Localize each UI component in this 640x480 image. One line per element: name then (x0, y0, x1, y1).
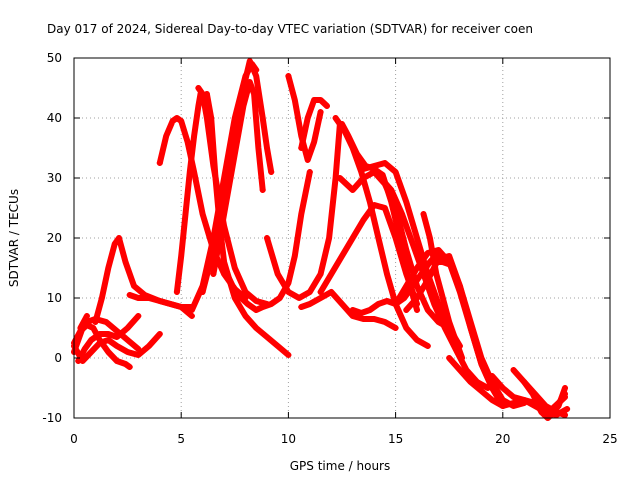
marker-arc-27 (420, 211, 427, 217)
marker-arc-29 (403, 307, 410, 313)
marker-arc-33 (561, 412, 568, 418)
marker-arc-22 (414, 307, 421, 313)
marker-arc-14 (210, 271, 217, 277)
marker-arc-16 (285, 73, 292, 79)
marker-arc-17 (323, 103, 330, 109)
series-arc-27 (420, 211, 466, 361)
marker-arc-27 (459, 355, 466, 361)
series-layer (71, 58, 571, 421)
series-arc-17 (298, 97, 330, 151)
marker-arc-14 (259, 187, 266, 193)
series-arc-22 (339, 121, 420, 313)
marker-arc-30 (431, 259, 438, 265)
x-tick-label: 0 (70, 432, 78, 446)
series-arc-24 (360, 160, 463, 349)
marker-arc-16 (317, 109, 324, 115)
x-axis-label: GPS time / hours (290, 459, 391, 473)
x-tick-label: 20 (495, 432, 510, 446)
series-arc-5 (77, 313, 90, 331)
series-arc-4 (71, 331, 163, 364)
marker-arc-26 (349, 307, 356, 313)
y-tick-label: -10 (42, 411, 62, 425)
series-arc-16 (285, 73, 324, 163)
y-tick-label: 20 (47, 231, 62, 245)
x-tick-label: 25 (602, 432, 617, 446)
marker-arc-34 (561, 385, 568, 391)
marker-arc-34 (521, 379, 528, 385)
marker-arc-1 (126, 364, 133, 370)
marker-arc-3 (135, 313, 142, 319)
series-arc-25 (377, 175, 491, 391)
x-tick-label: 5 (177, 432, 185, 446)
marker-arc-11 (285, 352, 292, 358)
marker-arc-6 (92, 319, 99, 325)
marker-arc-22 (339, 121, 345, 127)
series-arc-14 (210, 79, 266, 277)
marker-arc-19 (392, 325, 399, 331)
series-arc-11 (203, 91, 292, 358)
series-arc-18 (264, 121, 343, 301)
y-tick-label: 10 (47, 291, 62, 305)
marker-arc-11 (203, 91, 210, 97)
marker-arc-28 (392, 301, 399, 307)
series-arc-3 (75, 313, 142, 364)
series-arc-7 (126, 292, 195, 310)
marker-arc-6 (188, 313, 195, 319)
axis-ticks: 0 5 10 15 20 25 -10 0 10 20 30 40 50 (42, 51, 617, 446)
marker-arc-2 (135, 346, 142, 352)
marker-arc-25 (377, 175, 384, 181)
marker-arc-12 (188, 307, 195, 313)
marker-arc-17 (298, 145, 305, 151)
marker-arc-36 (542, 412, 549, 418)
series-arc-19 (298, 289, 399, 331)
marker-arc-8 (156, 160, 163, 166)
series-arc-15 (221, 169, 313, 313)
x-tick-label: 10 (281, 432, 296, 446)
y-axis-label: SDTVAR / TECUs (7, 189, 21, 287)
marker-arc-31 (446, 355, 453, 361)
marker-arc-21 (424, 343, 431, 349)
marker-arc-7 (126, 292, 133, 298)
marker-arc-9 (173, 289, 180, 295)
marker-arc-15 (306, 169, 313, 175)
marker-arc-10 (195, 85, 202, 91)
series-arc-13 (199, 58, 275, 295)
y-tick-label: 50 (47, 51, 62, 65)
marker-arc-15 (221, 265, 228, 271)
y-tick-label: 0 (54, 351, 62, 365)
marker-arc-33 (510, 367, 517, 373)
marker-arc-18 (263, 235, 270, 241)
marker-arc-32 (564, 406, 571, 412)
series-arc-9 (173, 91, 204, 295)
marker-arc-24 (360, 166, 367, 172)
marker-arc-20 (317, 289, 324, 295)
marker-arc-36 (561, 394, 568, 400)
marker-arc-5 (77, 325, 84, 331)
marker-arc-19 (298, 304, 305, 310)
marker-arc-5 (83, 313, 90, 319)
marker-arc-4 (156, 331, 163, 337)
marker-arc-21 (332, 115, 339, 121)
marker-arc-23 (336, 175, 343, 181)
series-arc-23 (336, 169, 453, 331)
marker-arc-32 (489, 373, 496, 379)
chart-title: Day 017 of 2024, Sidereal Day-to-day VTE… (47, 22, 533, 36)
x-tick-label: 15 (388, 432, 403, 446)
y-tick-label: 40 (47, 111, 62, 125)
marker-arc-35 (531, 397, 538, 403)
y-tick-label: 30 (47, 171, 62, 185)
series-arc-36 (542, 394, 568, 418)
marker-arc-13 (199, 289, 206, 295)
marker-arc-13 (268, 169, 275, 175)
